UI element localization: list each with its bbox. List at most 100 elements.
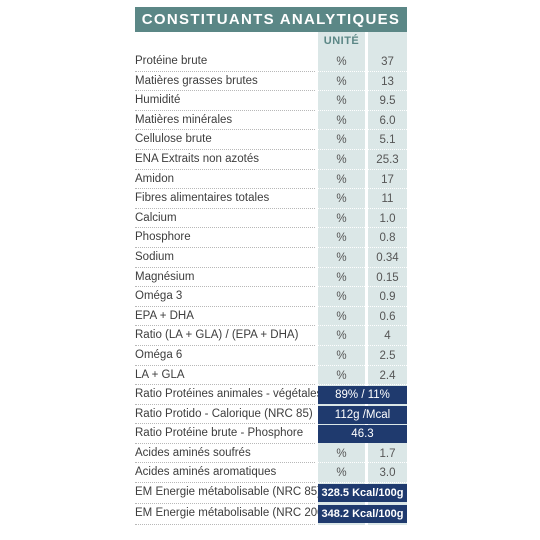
row-value: 2.5 (379, 349, 396, 362)
row-label: EM Energie métabolisable (NRC 2006) (135, 507, 334, 520)
row-unit: % (336, 212, 347, 225)
table-row: EM Energie métabolisable (NRC 85) 328.5 K… (135, 483, 407, 505)
row-value: 0.15 (376, 271, 399, 284)
table-title: CONSTITUANTS ANALYTIQUES (135, 7, 407, 32)
row-divider (135, 70, 315, 72)
row-value: 0.6 (379, 310, 396, 323)
row-label: Ratio (LA + GLA) / (EPA + DHA) (135, 329, 299, 342)
table-row: ENA Extraits non azotés% 25.3 (135, 150, 407, 170)
row-value-divider (318, 286, 407, 288)
row-divider (135, 384, 315, 386)
row-value: 25.3 (376, 153, 399, 166)
row-value-divider (318, 325, 407, 327)
row-value: 13 (381, 75, 394, 88)
row-value-divider (318, 129, 407, 131)
row-divider (135, 109, 315, 111)
table-row: Matières grasses brutes% 13 (135, 72, 407, 92)
row-label: Sodium (135, 250, 174, 263)
row-unit: % (336, 173, 347, 186)
table-row: Ratio Protéine brute - Phosphore 46.3 (135, 424, 407, 444)
energy-value-badge: 348.2 Kcal/100g (318, 505, 407, 524)
row-value: 1.7 (379, 447, 396, 460)
row-unit: % (336, 193, 347, 206)
energy-value-badge: 328.5 Kcal/100g (318, 484, 407, 503)
row-divider (135, 266, 315, 268)
row-unit: % (336, 56, 347, 68)
row-label: Fibres alimentaires totales (135, 192, 270, 205)
row-value: 2.4 (379, 369, 396, 382)
row-label: Oméga 6 (135, 348, 183, 361)
row-divider (135, 503, 315, 505)
row-label: Acides aminés soufrés (135, 446, 251, 459)
row-unit: % (336, 447, 347, 460)
row-value: 4 (384, 330, 391, 343)
ratio-value-badge: 112g /Mcal (318, 405, 407, 424)
row-label: Protéine brute (135, 55, 208, 67)
row-label: EM Energie métabolisable (NRC 85) (135, 486, 321, 499)
row-label: Phosphore (135, 231, 191, 244)
row-unit: % (336, 271, 347, 284)
row-label: EPA + DHA (135, 309, 194, 322)
ratio-value-badge: 46.3 (318, 425, 407, 444)
row-unit: % (336, 232, 347, 245)
row-value-divider (318, 364, 407, 366)
row-label: Humidité (135, 94, 181, 107)
row-label: Magnésium (135, 270, 195, 283)
row-value: 0.34 (376, 251, 399, 264)
row-divider (135, 403, 315, 405)
row-divider (135, 423, 315, 425)
row-value: 1.0 (379, 212, 396, 225)
table-row: Phosphore% 0.8 (135, 228, 407, 248)
row-value: 11 (381, 193, 394, 206)
table-row: Amidon% 17 (135, 170, 407, 190)
row-divider (135, 227, 315, 229)
row-divider (135, 482, 315, 484)
row-value-divider (318, 90, 407, 92)
row-divider (135, 90, 315, 92)
row-label: Ratio Protido - Calorique (NRC 85) (135, 407, 313, 420)
row-label: Matières grasses brutes (135, 74, 258, 87)
row-divider (135, 148, 315, 150)
row-unit: % (336, 153, 347, 166)
table-row: Cellulose brute% 5.1 (135, 130, 407, 150)
table-row: EPA + DHA% 0.6 (135, 307, 407, 327)
table-row: EM Energie métabolisable (NRC 2006) 348.2… (135, 504, 407, 526)
row-unit: % (336, 134, 347, 147)
row-value-divider (318, 384, 407, 386)
row-value: 0.8 (379, 232, 396, 245)
table-header: UNITÉ (135, 32, 407, 52)
row-divider (135, 129, 315, 131)
table-row: Oméga 6% 2.5 (135, 346, 407, 366)
table-row: Ratio Protido - Calorique (NRC 85) 112g /… (135, 405, 407, 425)
table-row: Acides aminés soufrés% 1.7 (135, 444, 407, 464)
row-label: Ratio Protéine brute - Phosphore (135, 427, 304, 440)
row-label: Calcium (135, 211, 177, 224)
row-unit: % (336, 369, 347, 382)
row-divider (135, 188, 315, 190)
table-row: Humidité% 9.5 (135, 91, 407, 111)
row-label: Oméga 3 (135, 290, 183, 303)
row-unit: % (336, 349, 347, 362)
row-value-divider (318, 344, 407, 346)
row-label: LA + GLA (135, 368, 185, 381)
row-unit: % (336, 95, 347, 108)
row-value-divider (318, 305, 407, 307)
table-row: Protéine brute% 37 (135, 52, 407, 72)
table-row: Sodium% 0.34 (135, 248, 407, 268)
row-divider (135, 207, 315, 209)
row-divider (135, 305, 315, 307)
ratio-value-badge: 89% / 11% (318, 386, 407, 405)
row-value-divider (318, 462, 407, 464)
row-value-divider (318, 168, 407, 170)
row-value: 6.0 (379, 114, 396, 127)
row-value-divider (318, 227, 407, 229)
row-value: 17 (381, 173, 394, 186)
unit-header: UNITÉ (323, 35, 360, 47)
table-row: Ratio Protéines animales - végétales 89% … (135, 385, 407, 405)
row-unit: % (336, 310, 347, 323)
row-unit: % (336, 291, 347, 304)
table-row: Oméga 3% 0.9 (135, 287, 407, 307)
table-row: Matières minérales% 6.0 (135, 111, 407, 131)
table-row: Fibres alimentaires totales% 11 (135, 189, 407, 209)
row-value: 3.0 (379, 467, 396, 480)
